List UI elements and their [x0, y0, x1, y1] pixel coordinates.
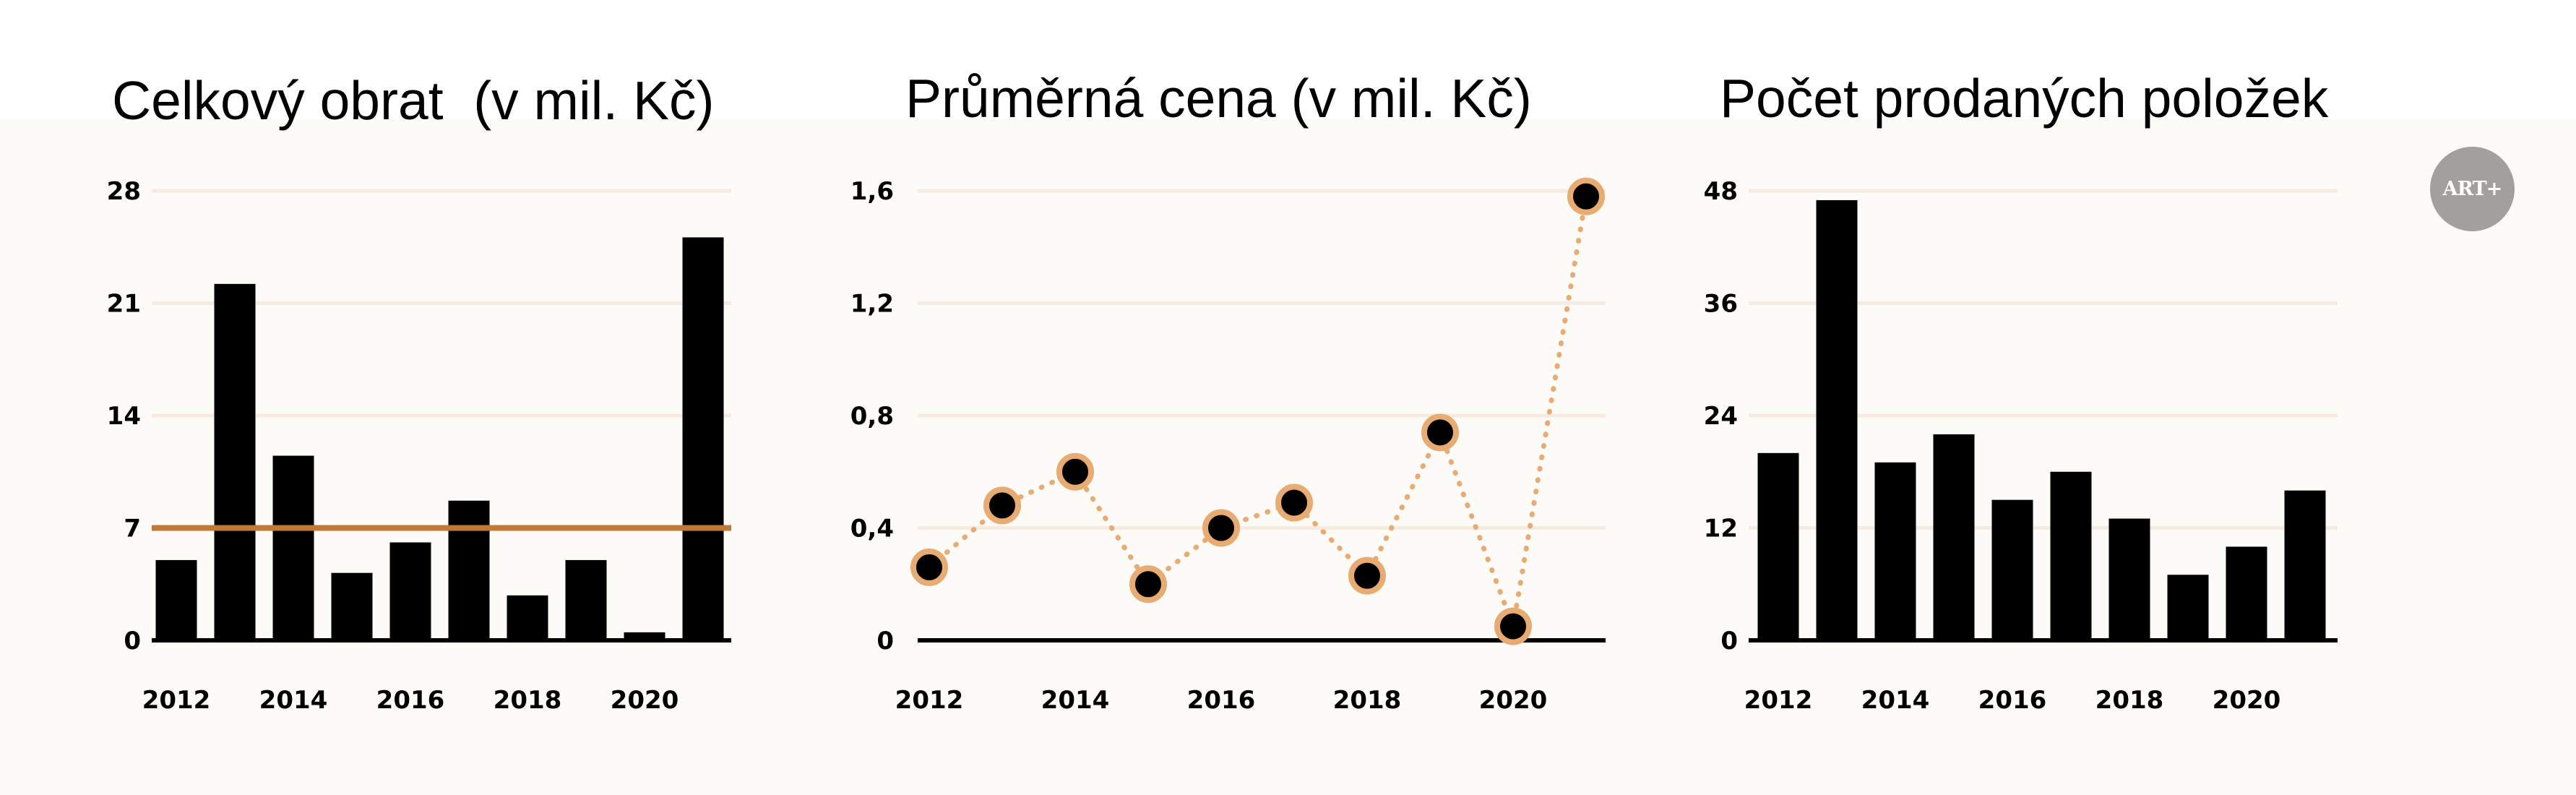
point-2012	[910, 548, 948, 586]
bar-2018	[507, 595, 548, 640]
x-tick-label: 2020	[611, 686, 679, 715]
y-tick-label: 28	[107, 177, 141, 206]
y-tick-label: 48	[1704, 177, 1738, 206]
bar-2013	[214, 283, 256, 640]
point-2013	[983, 486, 1021, 525]
average-price-line-chart: Průměrná cena (v mil. Kč) 0 0,4 0,8 1,2 1,6 2…	[850, 68, 1606, 715]
y-tick-label: 0,8	[850, 402, 894, 431]
bar-2019	[2167, 575, 2209, 640]
bar-2018	[2108, 518, 2150, 640]
y-tick-label: 0,4	[850, 515, 894, 543]
y-tick-label: 14	[107, 402, 141, 431]
x-tick-label: 2014	[1041, 686, 1110, 715]
bar-2021	[2284, 490, 2326, 640]
bar-2017	[2050, 471, 2092, 640]
point-2017	[1275, 484, 1313, 522]
y-tick-label: 21	[107, 290, 141, 319]
y-tick-label: 1,2	[850, 290, 894, 319]
bar-2017	[448, 500, 490, 640]
x-tick-label: 2012	[895, 686, 964, 715]
chart-background	[0, 119, 2576, 795]
bar-2016	[1991, 499, 2033, 640]
x-tick-label: 2018	[494, 686, 562, 715]
point-2015	[1129, 565, 1167, 603]
x-tick-label: 2016	[376, 686, 445, 715]
chart-title: Průměrná cena (v mil. Kč)	[905, 68, 1532, 129]
chart-title: Počet prodaných položek	[1720, 68, 2329, 129]
x-tick-label: 2012	[142, 686, 211, 715]
point-2016	[1202, 509, 1240, 547]
y-tick-label: 24	[1704, 402, 1738, 431]
point-2018	[1348, 556, 1386, 595]
bar-2016	[389, 542, 431, 640]
bar-2012	[1757, 452, 1799, 640]
items-sold-bar-chart: Počet prodaných položek 0 12 24 36 48 2012 201…	[1704, 68, 2338, 715]
point-2014	[1056, 452, 1094, 491]
chart-title: Celkový obrat (v mil. Kč)	[112, 70, 715, 131]
x-tick-label: 2014	[259, 686, 328, 715]
bar-2021	[682, 237, 724, 641]
x-tick-label: 2014	[1861, 686, 1930, 715]
bar-2014	[272, 455, 314, 640]
x-tick-label: 2018	[1333, 686, 1402, 715]
x-tick-label: 2016	[1187, 686, 1256, 715]
y-tick-label: 0	[1720, 627, 1738, 656]
art-plus-logo: ART+	[2430, 147, 2515, 231]
bar-2014	[1874, 462, 1916, 640]
x-tick-label: 2016	[1978, 686, 2047, 715]
y-tick-label: 36	[1704, 290, 1738, 319]
y-tick-label: 12	[1704, 515, 1738, 543]
bar-2020	[624, 632, 665, 640]
point-2020	[1494, 607, 1532, 645]
y-tick-label: 7	[124, 515, 141, 543]
bar-2015	[331, 572, 373, 640]
turnover-bar-chart: Celkový obrat (v mil. Kč) 0 7 14 21 28 2012 20…	[107, 70, 731, 715]
x-tick-label: 2020	[1479, 686, 1548, 715]
bar-2020	[2226, 546, 2267, 640]
series-line	[926, 194, 1589, 636]
bar-2019	[565, 559, 607, 640]
bar-2015	[1933, 434, 1975, 640]
bar-2013	[1816, 199, 1858, 640]
x-tick-label: 2018	[2095, 686, 2164, 715]
x-tick-label: 2012	[1744, 686, 1813, 715]
y-tick-label: 1,6	[850, 177, 894, 206]
bar-2012	[155, 559, 197, 640]
x-tick-label: 2020	[2213, 686, 2281, 715]
point-2019	[1421, 413, 1459, 452]
y-tick-label: 0	[876, 627, 894, 656]
y-tick-label: 0	[124, 627, 141, 656]
point-2021	[1567, 177, 1605, 215]
